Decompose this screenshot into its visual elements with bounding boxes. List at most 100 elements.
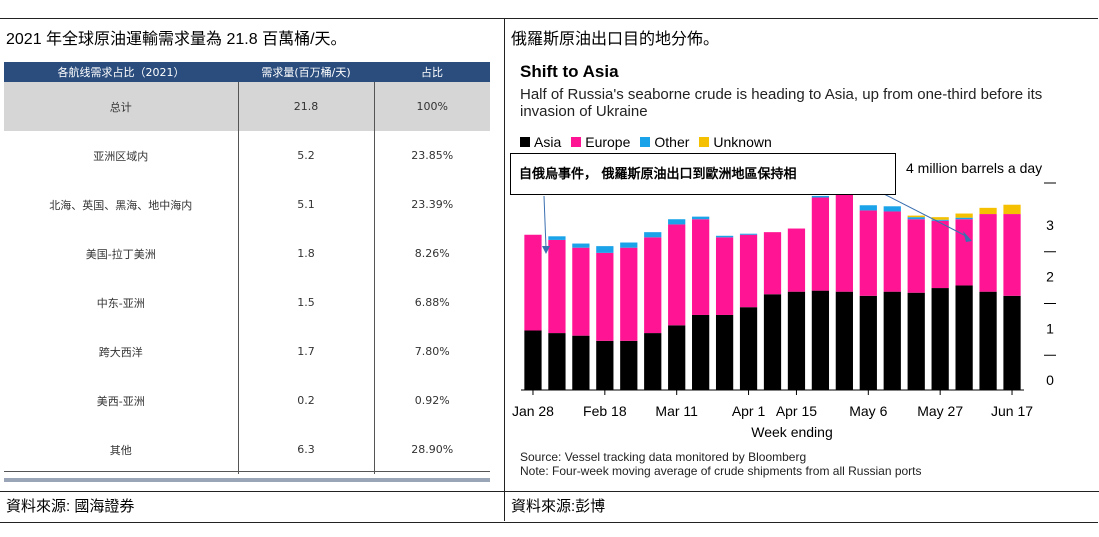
left-heading: 2021 年全球原油運輸需求量為 21.8 百萬桶/天。 (6, 31, 347, 48)
legend-item-europe: Europe (571, 134, 630, 150)
bar-europe (1003, 214, 1021, 296)
bar-asia (859, 295, 877, 390)
cell-volume: 1.5 (238, 278, 375, 327)
cell-share: 23.85% (411, 149, 454, 162)
annotation-arrowhead-left (542, 246, 550, 254)
table-bottom-line (4, 471, 490, 472)
bar-asia (644, 333, 662, 390)
cell-share: 100% (374, 82, 490, 131)
cell-route: 中东-亚洲 (4, 278, 239, 327)
table-bottom-bar (4, 478, 490, 482)
bar-asia (524, 330, 542, 390)
bar-europe (715, 237, 734, 315)
x-tick-label: Mar 11 (655, 403, 698, 419)
x-tick-label: May 27 (917, 403, 963, 419)
bar-europe (763, 232, 782, 295)
x-tick-label: Apr 1 (732, 403, 766, 419)
bar-asia (955, 285, 973, 390)
table-row: 亚洲区域内 5.2 23.85% (4, 131, 490, 180)
y-tick-label: 1 (1046, 320, 1054, 336)
bar-other (572, 243, 590, 248)
legend-label-other: Other (654, 134, 690, 150)
bar-other (620, 242, 638, 248)
cell-route: 总计 (4, 82, 239, 131)
legend-label-asia: Asia (534, 134, 562, 150)
cell-volume: 6.3 (238, 425, 375, 474)
legend-swatch-unknown (699, 137, 710, 147)
cell-volume: 5.1 (238, 180, 375, 229)
bar-asia (931, 288, 949, 390)
bar-europe (524, 234, 542, 331)
cell-share: 8.26% (414, 247, 450, 260)
bar-europe (931, 220, 949, 289)
bar-europe (739, 234, 758, 308)
x-axis-label: Week ending (751, 424, 832, 440)
bar-other (931, 219, 949, 221)
bar-europe (907, 219, 925, 293)
legend-label-europe: Europe (585, 134, 631, 150)
bar-other (596, 246, 614, 253)
cell-route: 美国-拉丁美洲 (4, 229, 239, 278)
chart-title: Shift to Asia (520, 62, 619, 81)
x-tick-label: Jun 17 (991, 403, 1033, 419)
bar-europe (596, 252, 614, 341)
bar-asia (572, 335, 590, 390)
cell-route: 北海、英国、黑海、地中海内 (4, 180, 239, 229)
cell-share: 7.80% (414, 345, 450, 358)
table-row: 跨大西洋 1.7 7.80% (4, 327, 490, 376)
table-row: 美国-拉丁美洲 1.8 8.26% (4, 229, 490, 278)
table-row: 北海、英国、黑海、地中海内 5.1 23.39% (4, 180, 490, 229)
footnote-source: Source: Vessel tracking data monitored b… (520, 450, 807, 464)
y-tick-label: 2 (1046, 269, 1054, 285)
cell-volume: 0.2 (238, 376, 375, 425)
bar-unknown (955, 213, 973, 218)
bar-other (668, 219, 686, 225)
cell-route: 其他 (4, 425, 239, 474)
bar-asia (835, 291, 853, 390)
bar-unknown (1003, 204, 1021, 215)
bar-europe (644, 237, 662, 334)
bar-europe (883, 211, 901, 292)
bar-asia (548, 333, 566, 390)
bar-europe (548, 239, 566, 334)
bar-asia (739, 307, 758, 390)
x-tick-label: Feb 18 (583, 403, 627, 419)
bar-europe (859, 210, 877, 296)
bar-asia (883, 291, 901, 390)
bar-other (811, 195, 830, 198)
bar-asia (1003, 295, 1021, 390)
bar-europe (620, 247, 638, 341)
legend-swatch-europe (571, 137, 582, 147)
annotation-arrow-left (543, 195, 547, 249)
bar-europe (572, 247, 590, 336)
y-tick-label: 0 (1046, 372, 1054, 388)
bar-other (739, 233, 758, 235)
chart-footnote: Source: Vessel tracking data monitored b… (520, 450, 922, 478)
page-frame (0, 18, 1098, 523)
cell-volume: 5.2 (238, 131, 375, 180)
legend-label-unknown: Unknown (713, 134, 772, 150)
bar-europe (811, 197, 830, 291)
header-volume: 需求量(百万桶/天) (238, 62, 374, 82)
cell-share: 6.88% (414, 296, 450, 309)
y-tick-label: 3 (1046, 217, 1054, 233)
bar-europe (692, 219, 710, 315)
bar-europe (835, 190, 853, 292)
chart-legend: Asia Europe Other Unknown (520, 134, 772, 150)
bar-asia (787, 291, 806, 390)
right-heading: 俄羅斯原油出口目的地分佈。 (511, 31, 720, 48)
bar-unknown (979, 207, 997, 215)
bar-asia (763, 294, 782, 390)
cell-share: 23.39% (411, 198, 454, 211)
table-row: 中东-亚洲 1.5 6.88% (4, 278, 490, 327)
bar-europe (979, 214, 997, 292)
header-share: 占比 (374, 62, 490, 82)
right-source: 資料來源:彭博 (511, 498, 606, 515)
route-demand-table: 各航线需求占比（2021） 需求量(百万桶/天) 占比 总计 21.8 100% 亚洲… (4, 62, 490, 474)
bar-asia (596, 340, 614, 390)
legend-swatch-asia (520, 137, 530, 147)
bar-europe (668, 224, 686, 326)
legend-item-other: Other (640, 134, 689, 150)
bar-asia (692, 314, 710, 390)
bar-other (644, 232, 662, 238)
